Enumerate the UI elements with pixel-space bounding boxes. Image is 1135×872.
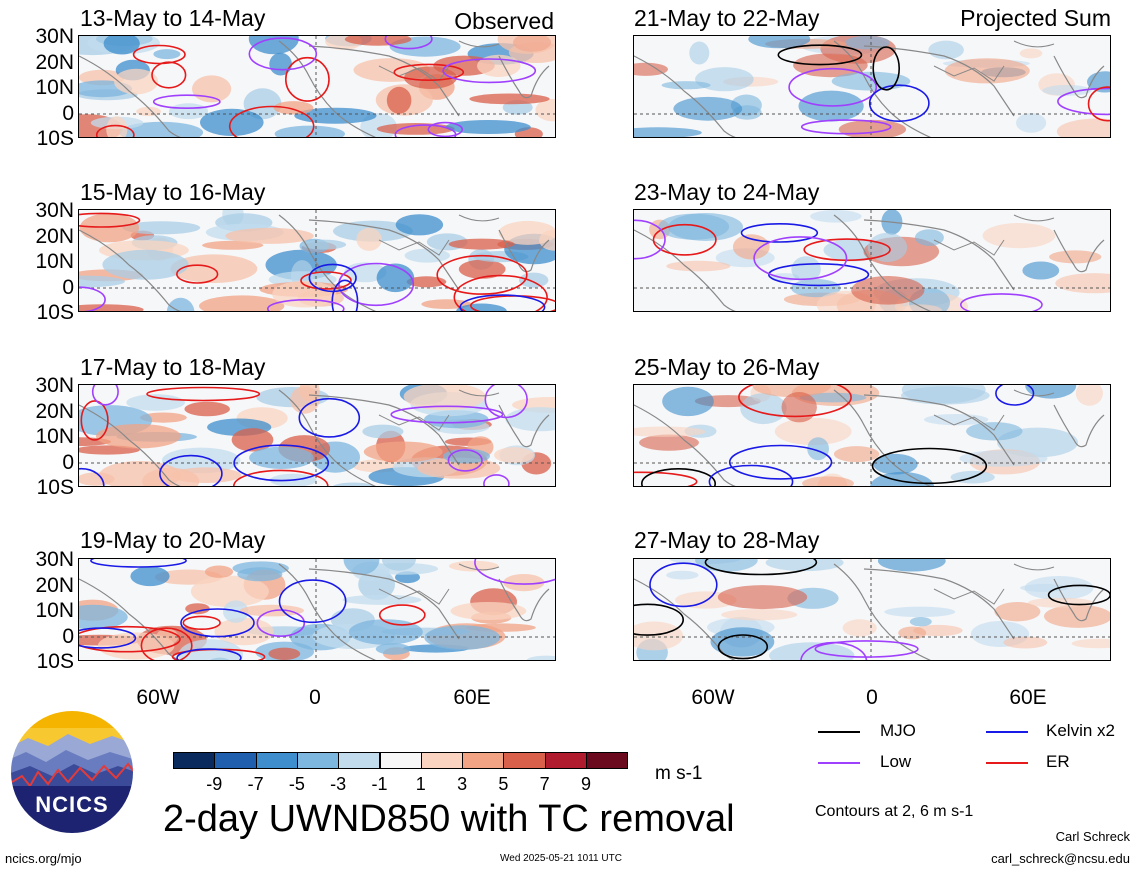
colorbar-swatch bbox=[462, 752, 505, 769]
panel-title: 17-May to 18-May bbox=[80, 354, 266, 380]
map-field bbox=[634, 210, 1110, 311]
colorbar-swatch bbox=[586, 752, 629, 769]
map-frame bbox=[78, 558, 556, 661]
map-field bbox=[79, 559, 555, 660]
map-field bbox=[79, 36, 555, 137]
map-field bbox=[79, 385, 555, 486]
lat-label: 10S bbox=[36, 650, 74, 673]
colorbar-swatch bbox=[173, 752, 216, 769]
lon-label-60w-right: 60W bbox=[691, 686, 735, 709]
map-frame bbox=[633, 558, 1111, 661]
colorbar-swatch bbox=[255, 752, 298, 769]
colorbar-tick-label: 1 bbox=[415, 774, 426, 794]
lat-label: 0 bbox=[62, 450, 74, 474]
lat-label: 10N bbox=[35, 250, 74, 273]
colorbar-tick-label: -7 bbox=[247, 774, 264, 794]
map-field bbox=[634, 385, 1110, 486]
main-title: 2-day UWND850 with TC removal bbox=[163, 798, 735, 840]
panel-title: 19-May to 20-May bbox=[80, 527, 266, 553]
colorbar-swatch bbox=[420, 752, 464, 769]
panel-title: 25-May to 26-May bbox=[634, 354, 820, 380]
lat-label: 20N bbox=[35, 399, 74, 423]
footer-timestamp: Wed 2025-05-21 1011 UTC bbox=[500, 853, 622, 864]
colorbar-tick-label: 9 bbox=[580, 774, 591, 794]
lon-label-0-left: 0 bbox=[309, 686, 321, 709]
map-frame bbox=[78, 209, 556, 312]
mjo-line bbox=[818, 731, 860, 733]
lat-label: 20N bbox=[35, 50, 74, 74]
panel-title: 15-May to 16-May bbox=[80, 179, 266, 205]
colorbar-tick-label: -1 bbox=[371, 774, 388, 794]
panel-title: 27-May to 28-May bbox=[634, 527, 820, 553]
map-field bbox=[79, 210, 555, 311]
colorbar-tick-label: -5 bbox=[288, 774, 305, 794]
author-name: Carl Schreck bbox=[1055, 829, 1130, 844]
panel-title: 21-May to 22-May bbox=[634, 5, 820, 31]
lat-label: 0 bbox=[62, 101, 74, 125]
lat-label: 10S bbox=[36, 301, 74, 324]
lat-label: 10S bbox=[36, 476, 74, 499]
map-field bbox=[634, 36, 1110, 137]
colorbar-swatch bbox=[379, 752, 422, 769]
lat-label: 10N bbox=[35, 425, 74, 448]
kelvin-label: Kelvin x2 bbox=[1046, 721, 1115, 740]
colorbar-tick-label: -9 bbox=[206, 774, 223, 794]
colorbar-tick-label: -3 bbox=[330, 774, 347, 794]
map-frame bbox=[633, 384, 1111, 487]
lon-label-60e-left: 60E bbox=[453, 686, 491, 709]
author-email[interactable]: carl_schreck@ncsu.edu bbox=[991, 851, 1130, 866]
map-frame bbox=[633, 209, 1111, 312]
lat-label: 10S bbox=[36, 127, 74, 150]
lat-label: 0 bbox=[62, 275, 74, 299]
map-frame bbox=[633, 35, 1111, 138]
panel-title: 13-May to 14-May bbox=[80, 5, 266, 31]
lat-label: 30N bbox=[35, 548, 74, 571]
colorbar-tick-label: 3 bbox=[457, 774, 468, 794]
panel-title: 23-May to 24-May bbox=[634, 179, 820, 205]
logo-text: NCICS bbox=[35, 792, 109, 817]
lat-label: 0 bbox=[62, 624, 74, 648]
colorbar-swatch bbox=[503, 752, 546, 769]
lat-label: 10N bbox=[35, 599, 74, 622]
projected-sum-header: Projected Sum bbox=[960, 5, 1111, 31]
mjo-label: MJO bbox=[880, 721, 916, 740]
colorbar-units: m s-1 bbox=[655, 763, 703, 784]
lat-label: 30N bbox=[35, 25, 74, 48]
colorbar-swatch bbox=[214, 752, 257, 769]
colorbar-swatch bbox=[338, 752, 381, 769]
lat-label: 20N bbox=[35, 573, 74, 597]
contours-note: Contours at 2, 6 m s-1 bbox=[815, 803, 974, 820]
lat-label: 10N bbox=[35, 76, 74, 99]
er-line bbox=[986, 762, 1028, 764]
map-frame bbox=[78, 384, 556, 487]
colorbar-tick-label: 7 bbox=[539, 774, 550, 794]
lat-label: 30N bbox=[35, 374, 74, 397]
er-label: ER bbox=[1046, 752, 1070, 771]
colorbar-swatch bbox=[296, 752, 340, 769]
lat-label: 20N bbox=[35, 224, 74, 248]
lon-label-60w-left: 60W bbox=[136, 686, 180, 709]
lon-label-0-right: 0 bbox=[866, 686, 878, 709]
observed-header: Observed bbox=[454, 8, 554, 34]
lon-label-60e-right: 60E bbox=[1009, 686, 1047, 709]
kelvin-line bbox=[986, 731, 1028, 733]
footer-url[interactable]: ncics.org/mjo bbox=[5, 851, 82, 866]
colorbar-tick-label: 5 bbox=[498, 774, 509, 794]
colorbar-swatch bbox=[544, 752, 587, 769]
map-frame bbox=[78, 35, 556, 138]
map-field bbox=[634, 559, 1110, 660]
low-label: Low bbox=[880, 752, 912, 771]
ncics-logo: NCICS bbox=[8, 708, 136, 836]
low-line bbox=[818, 762, 860, 764]
lat-label: 30N bbox=[35, 199, 74, 222]
